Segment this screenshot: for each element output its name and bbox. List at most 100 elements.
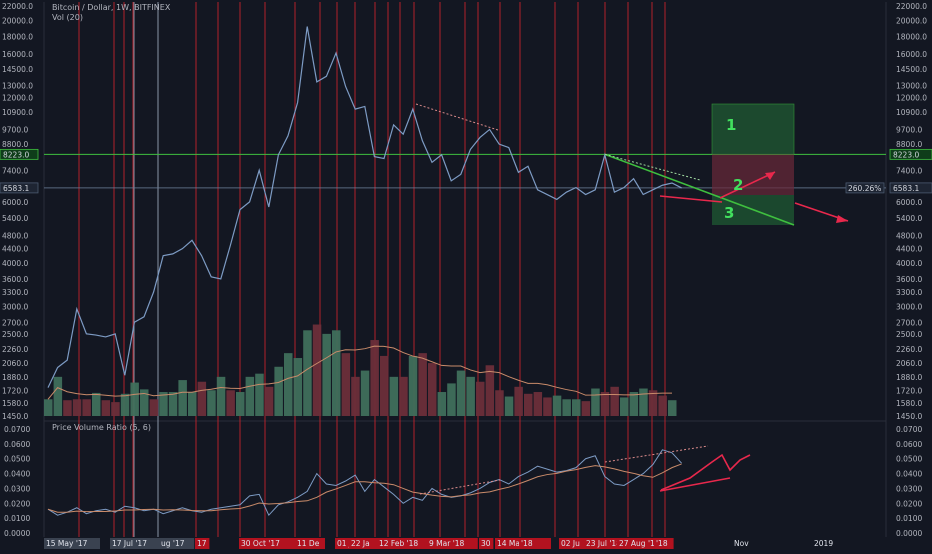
volume-bar <box>255 373 264 416</box>
volume-bar <box>130 382 139 416</box>
volume-bar <box>485 365 495 416</box>
time-label-highlight <box>110 538 166 549</box>
price-tick-right: 3000.0 <box>896 302 922 311</box>
volume-bar <box>437 392 447 416</box>
pvr-tick-left: 0.0700 <box>4 425 30 434</box>
price-tick-left: 18000.0 <box>2 32 33 41</box>
price-tick-left: 6000.0 <box>2 198 28 207</box>
time-axis-label: 2019 <box>814 539 833 548</box>
price-tick-left: 1880.0 <box>2 373 28 382</box>
volume-bar <box>284 353 293 416</box>
volume-title: Vol (20) <box>52 13 83 22</box>
volume-bar <box>514 386 523 416</box>
volume-bar <box>216 376 226 416</box>
volume-bar <box>639 388 648 416</box>
price-tick-left: 2060.0 <box>2 359 28 368</box>
time-axis-label: ug '17 <box>161 539 185 548</box>
pvr-tick-right: 0.0400 <box>896 470 922 479</box>
pvr-tick-left: 0.0000 <box>4 529 30 538</box>
symbol-title: Bitcoin / Dollar, 1W, BITFINEX <box>52 3 171 12</box>
time-label-highlight <box>295 538 325 549</box>
time-label-highlight <box>479 538 494 549</box>
volume-bar <box>600 392 610 416</box>
volume-bar <box>351 376 360 416</box>
price-tick-left: 3300.0 <box>2 288 28 297</box>
price-tick-right: 12000.0 <box>896 93 927 102</box>
volume-bar <box>111 402 120 416</box>
volume-bar <box>120 393 130 416</box>
volume-bar <box>610 386 619 416</box>
price-tick-right: 1880.0 <box>896 373 922 382</box>
pvr-tick-right: 0.0700 <box>896 425 922 434</box>
up-arrow-head <box>765 172 775 180</box>
volume-bar <box>476 381 485 416</box>
price-tick-left: 1450.0 <box>2 412 28 421</box>
price-tick-left: 14500.0 <box>2 65 33 74</box>
volume-bar <box>168 392 178 416</box>
volume-bar <box>178 380 187 416</box>
price-tick-right: 5400.0 <box>896 214 922 223</box>
price-tick-right: 18000.0 <box>896 32 927 41</box>
target-zone <box>711 103 795 155</box>
price-tick-right: 3300.0 <box>896 288 922 297</box>
price-tick-left: 20000.0 <box>2 16 33 25</box>
volume-bar <box>629 392 639 416</box>
price-tick-right: 1580.0 <box>896 399 922 408</box>
descending-dotted-line <box>604 153 701 181</box>
volume-bar <box>101 400 111 416</box>
price-tick-left: 22000.0 <box>2 2 33 11</box>
volume-bar <box>562 399 571 416</box>
volume-bar <box>447 383 456 416</box>
time-axis-label: 30 <box>481 539 491 548</box>
price-tick-left: 10900.0 <box>2 108 33 117</box>
support-red-line <box>659 195 723 203</box>
volume-bar <box>380 355 389 416</box>
price-tick-left: 1580.0 <box>2 399 28 408</box>
time-axis-label: 01 Ja <box>337 539 356 548</box>
time-label-highlight <box>559 538 589 549</box>
price-tick-right: 22000.0 <box>896 2 927 11</box>
volume-bar <box>428 363 437 416</box>
time-label-highlight <box>427 538 478 549</box>
price-marker-right <box>889 148 932 160</box>
price-tick-right: 2060.0 <box>896 359 922 368</box>
time-axis-label: 27 Aug '18 <box>619 539 660 548</box>
volume-bar <box>648 390 658 416</box>
price-tick-right: 16000.0 <box>896 50 927 59</box>
volume-bar <box>236 392 245 416</box>
price-marker-left-text: 8223.0 <box>3 150 29 159</box>
price-tick-right: 4000.0 <box>896 259 922 268</box>
volume-bar <box>341 353 351 416</box>
price-tick-left: 12000.0 <box>2 93 33 102</box>
volume-bar <box>581 401 591 416</box>
pvr-tick-left: 0.0100 <box>4 514 30 523</box>
time-axis-label: '18 <box>656 539 668 548</box>
pvr-signal-line <box>47 463 682 513</box>
price-tick-left: 16000.0 <box>2 50 33 59</box>
volume-bar <box>408 355 418 416</box>
volume-bar <box>418 353 427 416</box>
resistance-dotted-line <box>415 103 499 131</box>
price-tick-left: 8800.0 <box>2 140 28 149</box>
volume-bar <box>533 392 543 416</box>
price-tick-right: 13000.0 <box>896 81 927 90</box>
pct-marker-text: 260.26% <box>848 184 881 193</box>
volume-bar <box>399 376 408 416</box>
time-label-highlight <box>377 538 433 549</box>
zone-label-3: 3 <box>724 204 734 222</box>
price-tick-right: 14500.0 <box>896 65 927 74</box>
price-tick-left: 2500.0 <box>2 330 28 339</box>
volume-bar <box>245 376 255 416</box>
price-marker-right-text: 6583.1 <box>893 184 919 193</box>
volume-bar <box>44 399 53 416</box>
volume-bar <box>140 389 149 416</box>
volume-bar <box>322 333 331 416</box>
time-axis-label: 14 May '18 <box>497 539 539 548</box>
pvr-tick-left: 0.0400 <box>4 470 30 479</box>
volume-bar <box>572 399 581 416</box>
time-label-highlight <box>519 538 539 549</box>
price-tick-left: 4000.0 <box>2 259 28 268</box>
volume-bar <box>92 392 101 416</box>
